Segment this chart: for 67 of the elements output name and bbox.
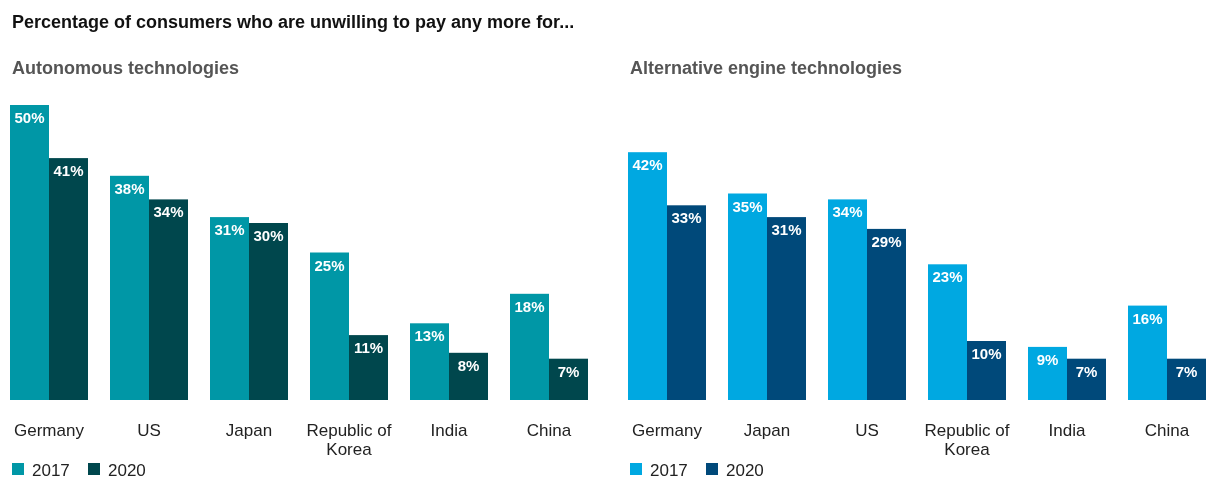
bar	[549, 358, 588, 400]
bar	[410, 323, 449, 400]
x-tick-label: Japan	[225, 421, 273, 440]
data-label: 7%	[1175, 362, 1198, 380]
bar	[10, 105, 49, 400]
bar	[110, 175, 149, 400]
data-label: 10%	[971, 345, 1002, 362]
bar	[628, 152, 667, 400]
x-tick-label: Republic of Korea	[924, 421, 1010, 459]
data-label: 13%	[414, 327, 445, 345]
data-label: 11%	[353, 339, 384, 357]
x-tick-label: China	[526, 421, 572, 440]
bar	[349, 335, 388, 400]
x-tick-label: China	[1144, 421, 1190, 440]
bar	[1128, 305, 1167, 400]
data-label: 23%	[932, 268, 963, 286]
data-label: 41%	[53, 162, 84, 180]
data-label: 25%	[314, 256, 345, 274]
data-label: 7%	[557, 362, 580, 380]
data-label: 8%	[457, 356, 480, 374]
data-label: 42%	[632, 156, 663, 174]
bar	[967, 341, 1006, 400]
x-tick-label: Republic of Korea	[306, 421, 392, 459]
data-label: 34%	[832, 203, 863, 221]
bar	[1028, 346, 1067, 400]
data-label: 34%	[153, 203, 184, 221]
bar	[149, 199, 188, 400]
x-tick-label: India	[430, 421, 468, 440]
data-label: 31%	[214, 221, 245, 239]
chart-subtitle: Alternative engine technologies	[630, 58, 903, 78]
x-tick-label: Germany	[14, 421, 85, 440]
legend-label: 2017	[32, 461, 70, 480]
x-tick-label: US	[855, 421, 879, 440]
legend-label: 2020	[108, 461, 146, 480]
bar	[1167, 358, 1206, 400]
bar	[667, 205, 706, 400]
x-tick-label: Japan	[743, 421, 791, 440]
bar	[767, 217, 806, 400]
bar	[449, 352, 488, 400]
data-label: 50%	[14, 109, 45, 126]
x-tick-label: US	[137, 421, 161, 440]
data-label: 31%	[771, 221, 802, 239]
data-label: 9%	[1036, 350, 1059, 368]
legend-label: 2020	[726, 461, 764, 480]
bar	[867, 228, 906, 400]
data-label: 38%	[114, 179, 145, 197]
data-label: 35%	[732, 197, 763, 215]
data-label: 7%	[1075, 362, 1098, 380]
data-label: 29%	[871, 232, 902, 250]
data-label: 18%	[514, 297, 545, 315]
bar	[728, 193, 767, 400]
legend-label: 2017	[650, 461, 688, 480]
chart-title: Percentage of consumers who are unwilling to pay any more for...	[12, 12, 575, 32]
data-label: 30%	[253, 227, 284, 244]
bar	[510, 293, 549, 400]
bar	[210, 217, 249, 400]
bar	[1067, 358, 1106, 400]
data-label: 33%	[671, 209, 702, 227]
bar	[828, 199, 867, 400]
bar	[49, 158, 88, 400]
x-tick-label: Germany	[632, 421, 703, 440]
bar	[310, 252, 349, 400]
bar	[928, 264, 967, 400]
bar	[249, 223, 288, 400]
data-label: 16%	[1132, 309, 1163, 327]
x-tick-label: India	[1048, 421, 1086, 440]
chart-subtitle: Autonomous technologies	[12, 58, 239, 78]
